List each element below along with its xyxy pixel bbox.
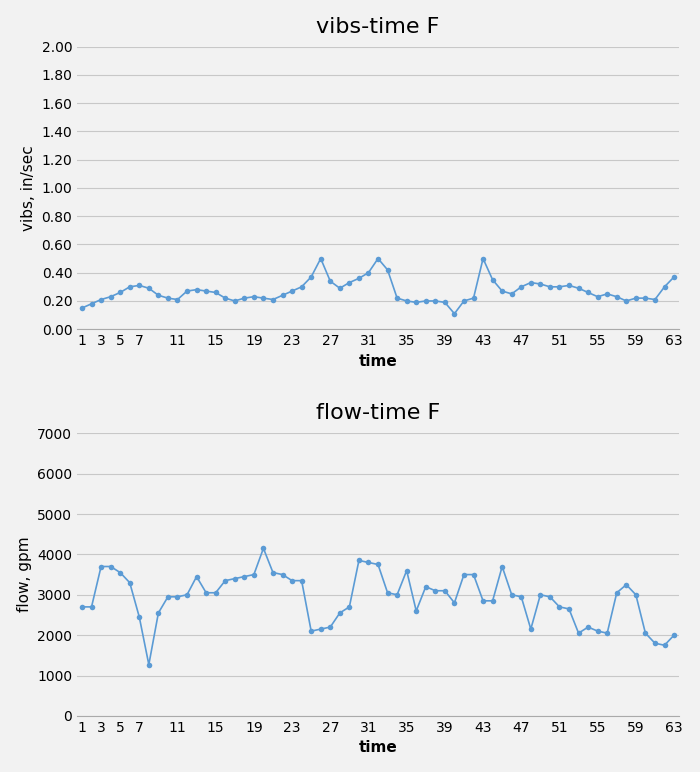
Title: flow-time F: flow-time F bbox=[316, 403, 440, 423]
X-axis label: time: time bbox=[358, 740, 398, 755]
Y-axis label: flow, gpm: flow, gpm bbox=[17, 537, 32, 612]
Title: vibs-time F: vibs-time F bbox=[316, 17, 440, 36]
Y-axis label: vibs, in/sec: vibs, in/sec bbox=[21, 145, 36, 231]
X-axis label: time: time bbox=[358, 354, 398, 369]
